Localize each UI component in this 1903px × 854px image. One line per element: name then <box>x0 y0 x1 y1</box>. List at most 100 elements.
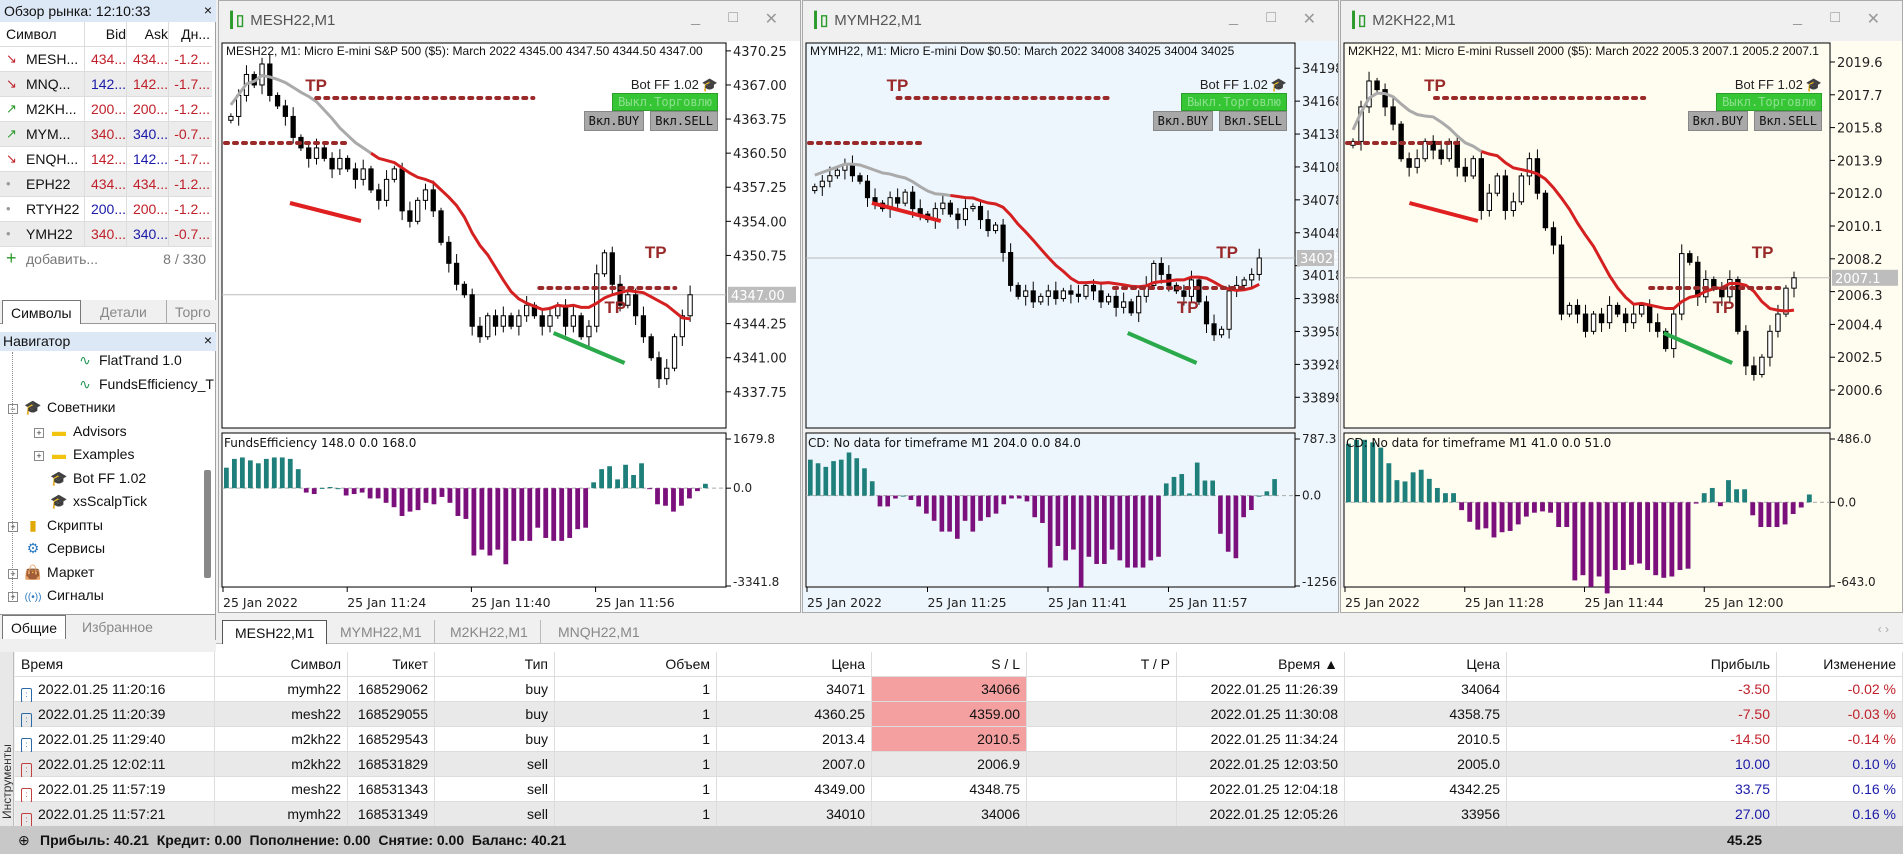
market-watch-row[interactable]: ↘ MNQ... 142... 142... -1.7... <box>0 72 212 97</box>
tab-m2kh22[interactable]: M2KH22,M1 <box>438 620 541 644</box>
close-icon[interactable]: × <box>203 2 212 18</box>
minimize-icon[interactable]: _ <box>1793 9 1802 26</box>
navigator-item[interactable]: + 👜 Маркет <box>8 564 94 587</box>
tab-general[interactable]: Общие <box>2 615 67 639</box>
add-symbol-link[interactable]: добавить... <box>26 251 99 267</box>
expand-icon[interactable]: ⊕ <box>18 832 30 848</box>
chart-window[interactable]: ┃▯ MYMH22,M1 _ □ ✕ 34198 34168 34138 34108 34078 3… <box>802 0 1339 613</box>
table-row[interactable]: :2022.01.25 11:57:21 mymh22 168531349 sell 1… <box>15 802 1903 828</box>
tab-mnqh22[interactable]: MNQH22,M1 <box>558 624 640 640</box>
tab-symbols[interactable]: Символы <box>2 300 81 324</box>
table-row[interactable]: :2022.01.25 12:02:11 m2kh22 168531829 sell 1… <box>15 752 1903 778</box>
minimize-icon[interactable]: _ <box>1229 9 1238 26</box>
column-header[interactable]: Тикет <box>348 652 435 676</box>
enable-sell-button[interactable]: Вкл.SELL <box>1219 111 1287 131</box>
daily-change: -1.2... <box>174 101 210 117</box>
navigator-item[interactable]: ∿ FlatTrand 1.0 <box>76 352 182 375</box>
bot-name: Bot FF 1.02 <box>1199 77 1268 92</box>
chart-window-titlebar[interactable]: ┃▯ MESH22,M1 _ □ ✕ <box>219 1 800 41</box>
table-row[interactable]: :2022.01.25 11:20:39 mesh22 168529055 buy 1 4… <box>15 702 1903 728</box>
tab-favorites[interactable]: Избранное <box>82 619 153 635</box>
collapse-icon[interactable]: − <box>8 404 18 414</box>
expand-icon[interactable]: + <box>8 568 18 579</box>
market-watch-row[interactable]: ↗ MYM... 340... 340... -0.7... <box>0 122 212 147</box>
enable-sell-button[interactable]: Вкл.SELL <box>650 111 718 131</box>
tab-details[interactable]: Детали <box>100 304 147 320</box>
column-header[interactable]: Прибыль <box>1507 652 1777 676</box>
enable-buy-button[interactable]: Вкл.BUY <box>1152 111 1214 131</box>
market-watch-row[interactable]: • EPH22 434... 434... -1.2... <box>0 172 212 197</box>
tab-mesh22[interactable]: MESH22,M1 <box>222 620 328 644</box>
close-icon[interactable]: × <box>203 332 212 348</box>
column-header[interactable]: Время ▲ <box>1177 652 1345 676</box>
trading-off-button[interactable]: Выкл.Торговлю <box>612 93 718 111</box>
tab-mymh22[interactable]: MYMH22,M1 <box>328 620 435 644</box>
price-chart[interactable]: 4370.25 4367.00 4363.75 4360.50 4357.25 4354.… <box>219 41 801 613</box>
market-watch-row[interactable]: • RTYH22 200... 200... -1.2... <box>0 197 212 222</box>
navigator-item[interactable]: 🎓 Bot FF 1.02 <box>50 470 146 493</box>
column-header[interactable]: Цена <box>1345 652 1507 676</box>
market-watch-add-row[interactable]: + добавить... 8 / 330 <box>0 247 212 272</box>
table-row[interactable]: :2022.01.25 11:20:16 mymh22 168529062 buy 1 3… <box>15 677 1903 703</box>
toolbox-side-tab[interactable]: Инструменты <box>0 652 14 826</box>
column-header[interactable]: Ask <box>144 26 168 42</box>
enable-buy-button[interactable]: Вкл.BUY <box>1687 111 1749 131</box>
tab-trading[interactable]: Торго <box>166 300 219 324</box>
chart-window-titlebar[interactable]: ┃▯ M2KH22,M1 _ □ ✕ <box>1341 1 1902 41</box>
column-header[interactable]: Дн... <box>181 26 210 42</box>
expand-icon[interactable]: + <box>8 592 18 602</box>
expand-icon[interactable]: + <box>8 521 18 532</box>
tab-scroll-arrows[interactable]: ‹ › <box>1877 622 1889 636</box>
chart-window[interactable]: ┃▯ MESH22,M1 _ □ ✕ 4370.25 4367.00 4363.75 4360.… <box>218 0 801 613</box>
navigator-item[interactable]: + ▮ Скрипты <box>8 517 103 540</box>
column-header[interactable]: Объем <box>555 652 717 676</box>
y-tick-label: 2015.8 <box>1837 122 1883 137</box>
candlestick-chart-icon: ┃▯ <box>227 12 245 29</box>
price-chart[interactable]: 34198 34168 34138 34108 34078 34048 34018 33988… <box>803 41 1339 613</box>
navigator-item[interactable]: + ▬ Advisors <box>34 423 127 446</box>
indicator-bar <box>1540 502 1545 512</box>
chart-window-titlebar[interactable]: ┃▯ MYMH22,M1 _ □ ✕ <box>803 1 1338 41</box>
expand-icon[interactable]: + <box>34 427 44 438</box>
trading-off-button[interactable]: Выкл.Торговлю <box>1181 93 1287 111</box>
maximize-icon[interactable]: □ <box>1266 9 1276 26</box>
market-watch-row[interactable]: ↘ MESH... 434... 434... -1.2... <box>0 47 212 72</box>
navigator-scrollbar[interactable] <box>204 470 211 578</box>
enable-buy-button[interactable]: Вкл.BUY <box>583 111 645 131</box>
enable-sell-button[interactable]: Вкл.SELL <box>1754 111 1822 131</box>
column-header[interactable]: Символ <box>215 652 348 676</box>
column-header[interactable]: S / L <box>872 652 1027 676</box>
close-icon[interactable]: ✕ <box>764 11 778 28</box>
table-row[interactable]: :2022.01.25 11:29:40 m2kh22 168529543 buy 1 2… <box>15 727 1903 753</box>
column-header[interactable]: Изменение <box>1777 652 1903 676</box>
column-header[interactable]: Тип <box>435 652 555 676</box>
indicator-bar <box>1620 502 1626 570</box>
navigator-item[interactable]: ⚙ Сервисы <box>24 540 105 563</box>
trading-off-button[interactable]: Выкл.Торговлю <box>1716 93 1822 111</box>
table-cell: 1 <box>555 727 717 751</box>
minimize-icon[interactable]: _ <box>691 9 700 26</box>
navigator-item[interactable]: 🎓 xsScalpTick <box>50 493 147 516</box>
column-header[interactable]: T / P <box>1027 652 1177 676</box>
table-row[interactable]: :2022.01.25 11:57:19 mesh22 168531343 sell 1… <box>15 777 1903 803</box>
expand-icon[interactable]: + <box>34 451 44 461</box>
navigator-item[interactable]: ∿ FundsEfficiency_T <box>76 376 214 399</box>
column-header[interactable]: Цена <box>717 652 872 676</box>
chart-window[interactable]: ┃▯ M2KH22,M1 _ □ ✕ 2019.6 2017.7 2015.8 2013.9 20… <box>1340 0 1903 613</box>
maximize-icon[interactable]: □ <box>1830 9 1840 26</box>
navigator-item[interactable]: + ▬ Examples <box>34 446 134 469</box>
chart-header-info: MESH22, M1: Micro E-mini S&P 500 ($5): M… <box>226 44 703 58</box>
market-watch-row[interactable]: ↘ ENQH... 142... 142... -1.7... <box>0 147 212 172</box>
candlestick-chart-icon: ┃▯ <box>1349 12 1367 29</box>
close-icon[interactable]: ✕ <box>1866 11 1880 28</box>
close-icon[interactable]: ✕ <box>1302 11 1316 28</box>
cell-value: 2006.9 <box>977 756 1020 772</box>
column-header[interactable]: Время <box>15 652 215 676</box>
market-watch-row[interactable]: ↗ M2KH... 200... 200... -1.2... <box>0 97 212 122</box>
market-watch-row[interactable]: • YMH22 340... 340... -0.7... <box>0 222 212 247</box>
column-header[interactable]: Bid <box>105 26 126 42</box>
column-header[interactable]: Символ <box>6 26 57 42</box>
navigator-item[interactable]: + ((•)) Сигналы <box>8 587 104 610</box>
maximize-icon[interactable]: □ <box>728 9 738 26</box>
navigator-item[interactable]: − 🎓 Советники <box>8 399 115 422</box>
